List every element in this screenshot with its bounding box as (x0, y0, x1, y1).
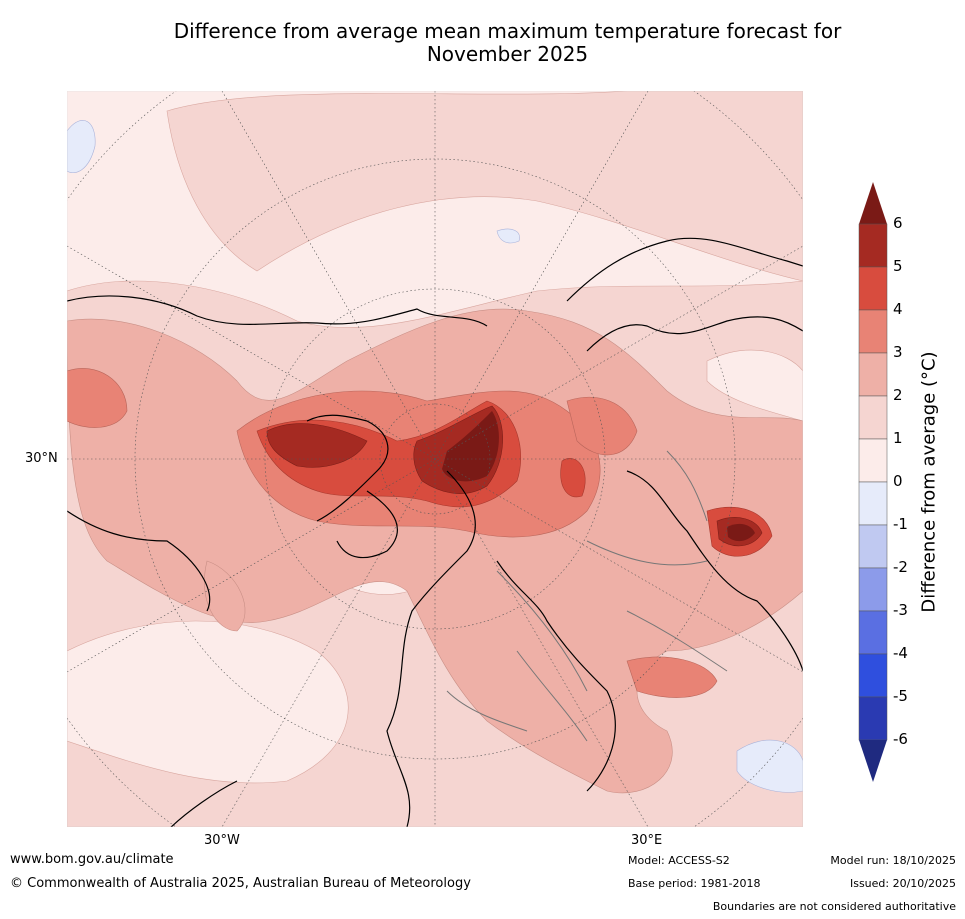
legend-swatch-m3_m2 (858, 567, 888, 612)
legend-title: Difference from average (°C) (918, 351, 940, 613)
disclaimer-text: Boundaries are not considered authoritat… (712, 900, 956, 913)
legend-swatch-2_3 (858, 352, 888, 397)
country-borders (446, 450, 728, 742)
legend-tick-label: -3 (893, 601, 908, 619)
legend-tick-label: -4 (893, 644, 908, 662)
legend-tick-label: -6 (893, 730, 908, 748)
lat-label-30n: 30°N (25, 451, 58, 466)
legend-tick-label: -5 (893, 687, 908, 705)
copyright-text: © Commonwealth of Australia 2025, Austra… (10, 876, 471, 891)
legend-swatch-4_5 (858, 266, 888, 311)
temperature-anomaly-map (67, 91, 803, 827)
legend-tick-label: 5 (893, 257, 903, 275)
legend-swatch-5_6 (858, 223, 888, 268)
legend-swatch-1_2 (858, 395, 888, 440)
title-line-1: Difference from average mean maximum tem… (173, 19, 842, 43)
lon-label-30e: 30°E (631, 833, 663, 848)
legend-swatch-m4_m3 (858, 610, 888, 655)
title-line-2: November 2025 (426, 42, 589, 66)
legend-arrow-below-6 (859, 740, 887, 782)
legend-colorbar (858, 182, 888, 782)
legend-swatch-m2_m1 (858, 524, 888, 569)
legend-tick-label: -1 (893, 515, 908, 533)
legend-tick-label: -2 (893, 558, 908, 576)
lon-label-30w: 30°W (204, 833, 240, 848)
legend-swatch-m6_m5 (858, 696, 888, 741)
legend-tick-label: 2 (893, 386, 903, 404)
legend-tick-label: 0 (893, 472, 903, 490)
issued-text: Issued: 20/10/2025 (849, 877, 956, 890)
legend-swatch-3_4 (858, 309, 888, 354)
legend-swatch-0_1 (858, 438, 888, 483)
anomaly-band-above-6 (442, 411, 755, 542)
anomaly-band-negative (67, 120, 803, 793)
legend-tick-label: 1 (893, 429, 903, 447)
legend-arrow-above-6 (859, 182, 887, 224)
chart-title: Difference from average mean maximum tem… (60, 20, 955, 66)
model-text: Model: ACCESS-S2 (628, 854, 730, 867)
legend-tick-label: 6 (893, 214, 903, 232)
model-run-text: Model run: 18/10/2025 (830, 854, 956, 867)
website-link[interactable]: www.bom.gov.au/climate (10, 852, 174, 867)
base-period-text: Base period: 1981-2018 (628, 877, 761, 890)
legend-swatch-m1_0 (858, 481, 888, 526)
legend-tick-label: 3 (893, 343, 903, 361)
graticule (67, 91, 803, 827)
legend-swatch-m5_m4 (858, 653, 888, 698)
legend-tick-label: 4 (893, 300, 903, 318)
coastlines (67, 237, 803, 827)
